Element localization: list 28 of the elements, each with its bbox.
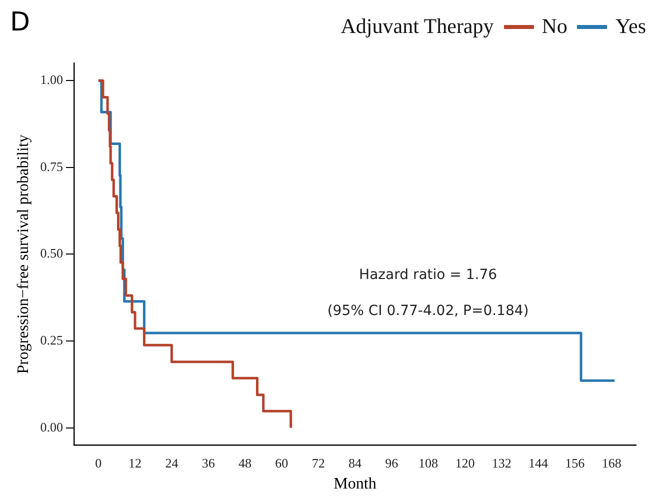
x-tick-label: 120 [455, 455, 475, 470]
legend-label: No [542, 14, 568, 39]
x-tick-label: 0 [95, 455, 102, 470]
x-tick-label: 60 [275, 455, 288, 470]
x-tick-label: 84 [348, 455, 362, 470]
x-tick-label: 144 [528, 455, 548, 470]
legend-title: Adjuvant Therapy [340, 14, 494, 39]
legend-label: Yes [615, 14, 646, 39]
x-tick-label: 72 [312, 455, 325, 470]
y-tick-label: 0.25 [40, 332, 63, 348]
x-tick-label: 12 [128, 455, 142, 470]
chart-title: D [10, 7, 30, 38]
x-axis-title: Month [334, 476, 376, 493]
y-tick-label: 0.00 [40, 419, 63, 434]
y-axis-title: Progression−free survival probability [14, 134, 32, 374]
y-tick-label: 0.75 [40, 158, 63, 174]
x-tick-label: 48 [238, 455, 252, 470]
annotation: (95% CI 0.77-4.02, P=0.184) [327, 303, 529, 320]
x-tick-label: 36 [202, 455, 216, 470]
x-tick-label: 168 [602, 455, 622, 470]
y-tick-label: 0.50 [40, 246, 63, 261]
annotation: Hazard ratio = 1.76 [359, 266, 498, 283]
x-tick-label: 108 [418, 455, 438, 470]
x-tick-label: 156 [565, 455, 586, 470]
y-tick-label: 1.00 [40, 72, 63, 87]
x-tick-label: 96 [385, 455, 399, 470]
x-tick-label: 24 [165, 455, 179, 470]
x-tick-label: 132 [492, 455, 512, 470]
